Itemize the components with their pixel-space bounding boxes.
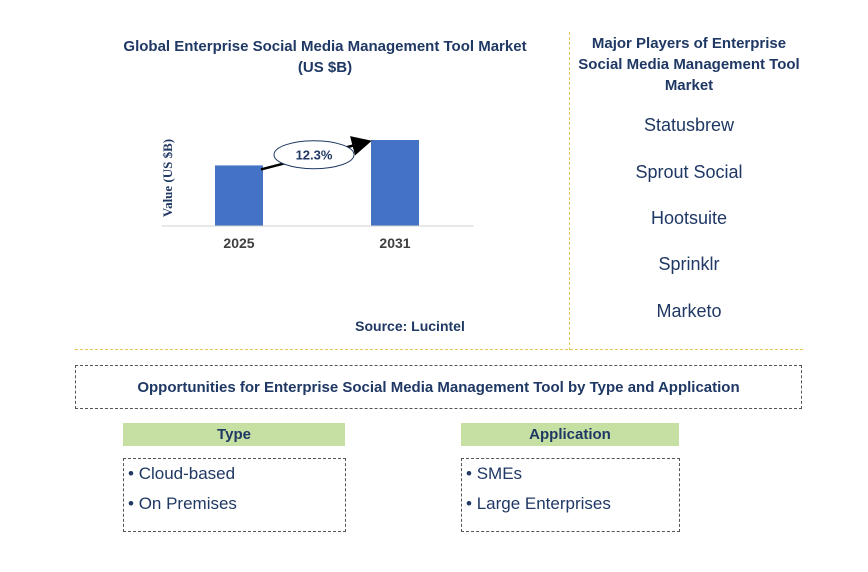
player-item: Sprout Social [588, 162, 790, 183]
players-title: Major Players of Enterprise Social Media… [578, 33, 800, 96]
list-item: • On Premises [128, 493, 345, 523]
type-header-label: Type [217, 426, 251, 443]
list-item: • SMEs [466, 463, 679, 493]
vertical-divider [569, 32, 570, 350]
bar-2031 [371, 140, 419, 226]
player-item: Sprinklr [588, 254, 790, 275]
source-note: Source: Lucintel [330, 318, 490, 334]
application-header: Application [461, 423, 679, 446]
list-item: • Cloud-based [128, 463, 345, 493]
list-item: • Large Enterprises [466, 493, 679, 523]
player-item: Statusbrew [588, 115, 790, 136]
horizontal-divider [75, 349, 803, 350]
cagr-label: 12.3% [296, 148, 333, 163]
chart-title: Global Enterprise Social Media Managemen… [120, 36, 530, 78]
y-axis-label: Value (US $B) [160, 139, 175, 217]
opportunities-title-box: Opportunities for Enterprise Social Medi… [75, 365, 802, 409]
opportunities-title: Opportunities for Enterprise Social Medi… [137, 379, 739, 396]
type-list: • Cloud-based • On Premises [123, 458, 346, 532]
type-header: Type [123, 423, 345, 446]
x-tick-label: 2031 [379, 235, 410, 251]
bar-2025 [215, 165, 263, 226]
application-header-label: Application [529, 426, 611, 443]
player-item: Hootsuite [588, 208, 790, 229]
player-item: Marketo [588, 301, 790, 322]
application-list: • SMEs • Large Enterprises [461, 458, 680, 532]
x-tick-label: 2025 [223, 235, 254, 251]
bar-chart: Value (US $B) 2025 2031 12.3% [150, 118, 480, 258]
